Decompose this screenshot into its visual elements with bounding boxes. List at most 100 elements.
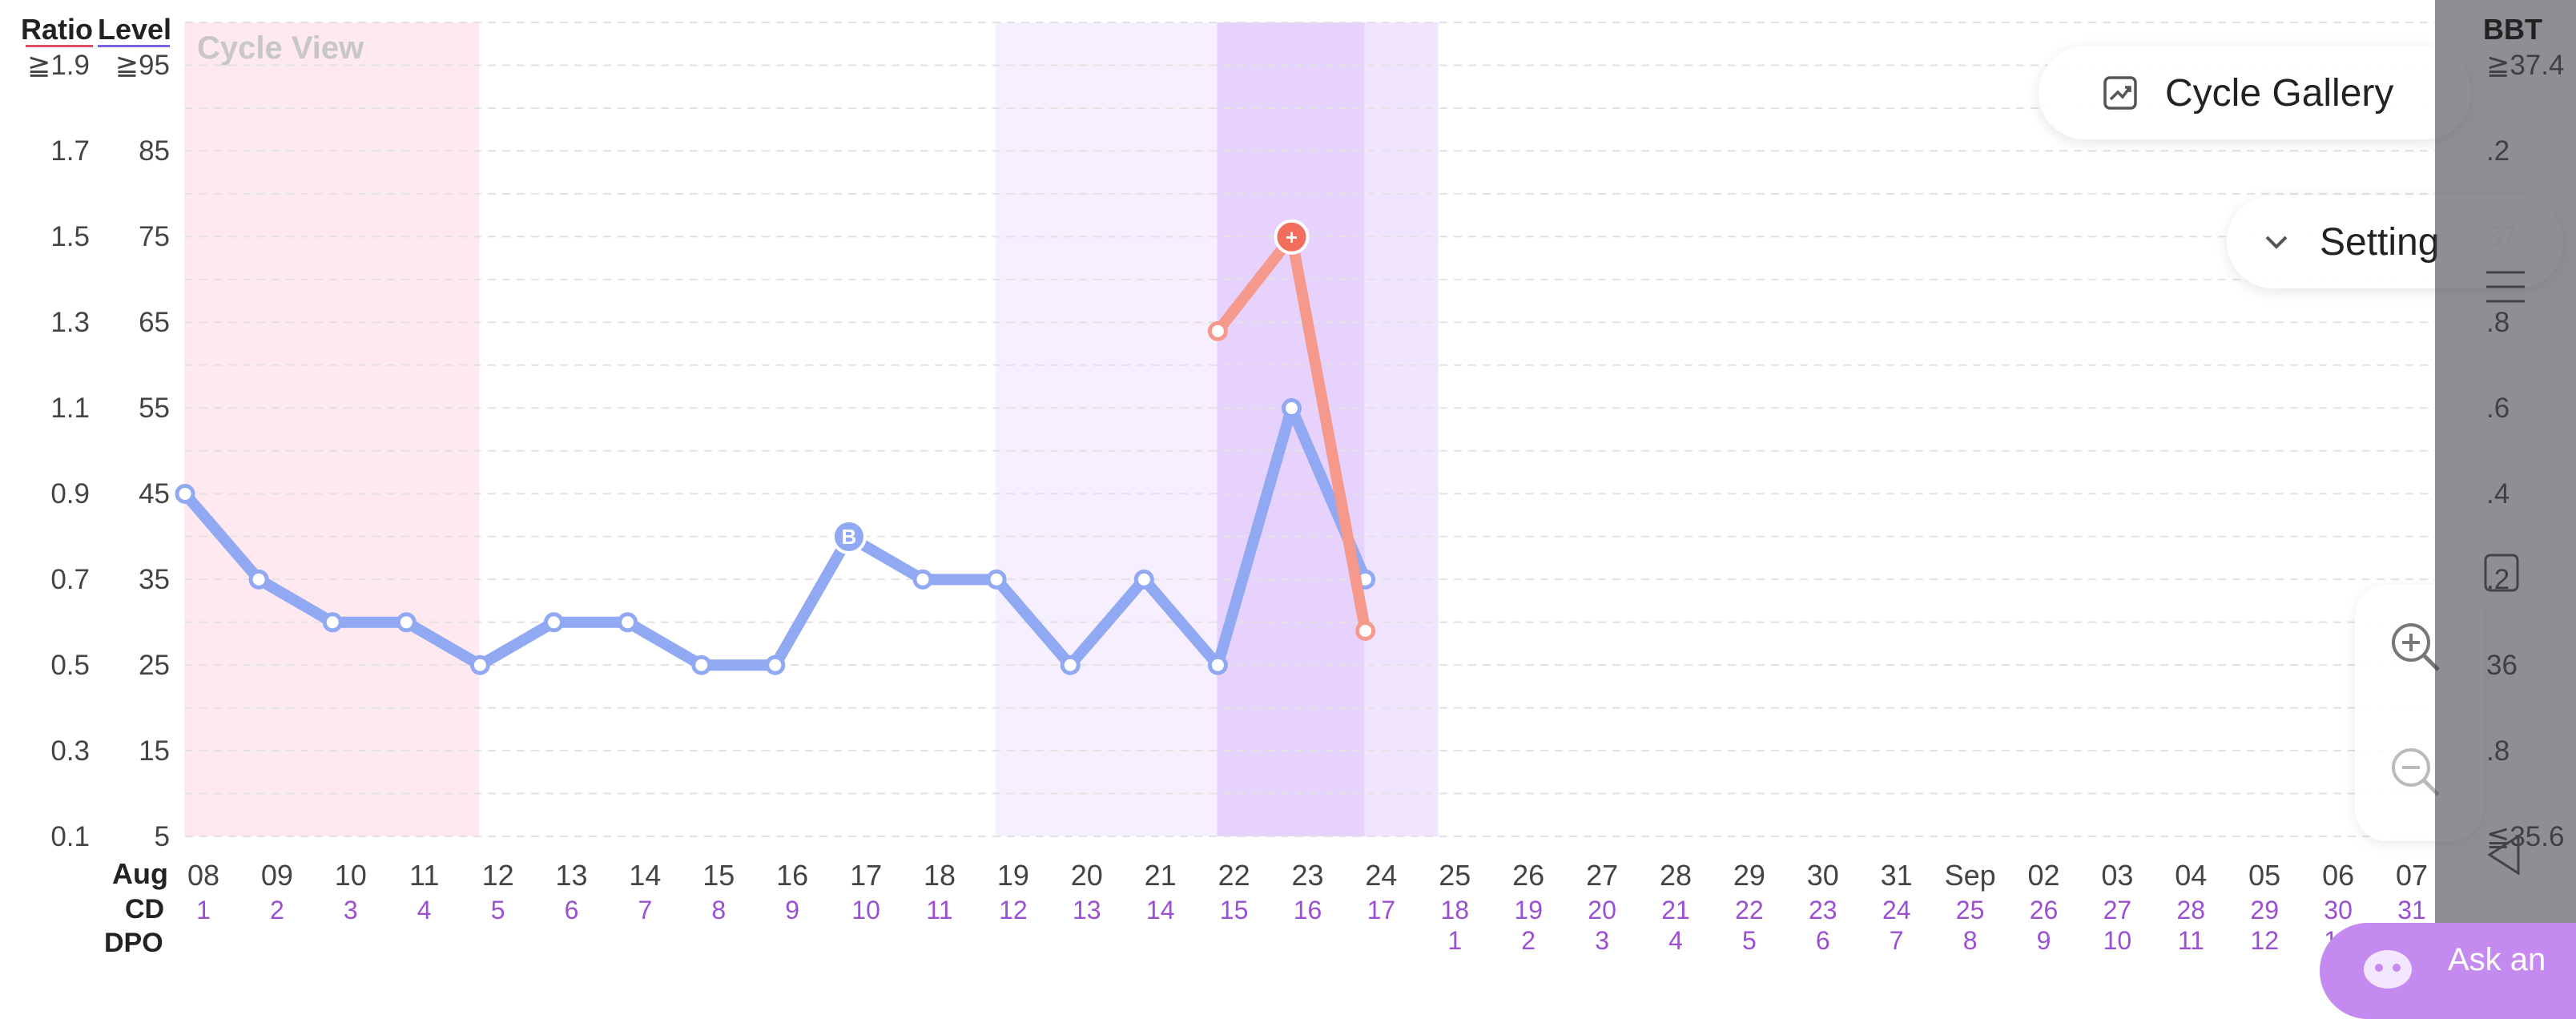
- data-point: [765, 654, 786, 675]
- cd-tick: 28: [2176, 896, 2206, 924]
- date-tick: 19: [996, 859, 1029, 892]
- dpo-tick: 3: [1595, 926, 1609, 955]
- data-point: [322, 612, 343, 633]
- date-tick: 13: [555, 859, 588, 892]
- back-arrow-icon[interactable]: [2486, 833, 2522, 876]
- date-tick: 14: [629, 859, 662, 892]
- month-label: Aug: [112, 857, 168, 890]
- date-tick: 10: [334, 859, 367, 892]
- data-point: [1060, 654, 1081, 675]
- cd-tick: 19: [1514, 896, 1543, 924]
- level-tick: 5: [154, 821, 170, 852]
- cd-tick: 8: [711, 896, 727, 924]
- cd-tick: 25: [1955, 896, 1985, 924]
- cd-tick: 30: [2324, 896, 2353, 924]
- note-icon[interactable]: [2483, 553, 2522, 594]
- cd-tick: 5: [490, 896, 505, 924]
- date-tick: 08: [187, 859, 220, 892]
- cd-tick: 27: [2103, 896, 2132, 924]
- ratio-tick: 1.1: [50, 393, 90, 424]
- date-tick: 23: [1291, 859, 1324, 892]
- phase-band-0: [184, 22, 480, 836]
- date-tick: 07: [2395, 859, 2429, 892]
- level-tick: 15: [139, 735, 170, 767]
- marker-point: [831, 518, 867, 554]
- ratio-tick: 0.1: [50, 821, 90, 852]
- cd-tick: 1: [196, 896, 211, 924]
- ratio-tick: 0.3: [50, 735, 90, 767]
- cycle-view-label: Cycle View: [197, 30, 364, 66]
- phase-band-1: [996, 22, 1218, 836]
- data-point: [691, 654, 712, 675]
- cycle-chart[interactable]: B+: [0, 0, 2576, 975]
- ask-label: Ask an: [2448, 942, 2546, 977]
- sidebar-dim-overlay[interactable]: [2435, 0, 2576, 975]
- gallery-chart-icon: [2103, 76, 2137, 110]
- ratio-header: Ratio: [21, 13, 93, 46]
- cd-tick: 17: [1366, 896, 1396, 924]
- menu-icon[interactable]: [2483, 264, 2528, 309]
- cd-tick: 29: [2250, 896, 2279, 924]
- cycle-gallery-button[interactable]: Cycle Gallery: [2039, 46, 2471, 139]
- level-tick: 55: [139, 393, 170, 424]
- marker-point: [1274, 219, 1310, 255]
- date-tick: 15: [702, 859, 735, 892]
- cd-tick: 3: [343, 896, 358, 924]
- date-tick: 03: [2101, 859, 2134, 892]
- level-tick: 35: [139, 564, 170, 595]
- cd-tick: 12: [999, 896, 1028, 924]
- ratio-underline: [26, 45, 93, 47]
- cd-tick: 24: [1882, 896, 1911, 924]
- dpo-tick: 6: [1815, 926, 1830, 955]
- cd-tick: 4: [417, 896, 432, 924]
- level-tick: 45: [139, 478, 170, 510]
- dpo-tick: 5: [1741, 926, 1757, 955]
- cd-tick: 14: [1145, 896, 1175, 924]
- date-tick: 21: [1144, 859, 1177, 892]
- data-point: [544, 612, 564, 633]
- ratio-tick: 1.5: [50, 221, 90, 252]
- level-tick: 25: [139, 650, 170, 681]
- level-tick: 85: [139, 135, 170, 167]
- date-tick: 16: [776, 859, 809, 892]
- cd-tick: 18: [1440, 896, 1470, 924]
- marker-label: +: [1286, 225, 1298, 249]
- cd-tick: 21: [1661, 896, 1690, 924]
- chevron-down-icon: [2265, 236, 2288, 249]
- dpo-tick: 10: [2103, 926, 2132, 955]
- date-tick: 25: [1439, 859, 1471, 892]
- cd-tick: 7: [638, 896, 653, 924]
- date-tick: 18: [923, 859, 956, 892]
- date-tick: 31: [1880, 859, 1913, 892]
- date-tick: 27: [1586, 859, 1619, 892]
- date-tick: 22: [1218, 859, 1250, 892]
- cd-tick: 22: [1735, 896, 1764, 924]
- bbt-header: BBT: [2483, 13, 2542, 46]
- ratio-tick: ≧1.9: [27, 50, 90, 81]
- dpo-tick: 11: [2177, 926, 2204, 955]
- date-tick: 30: [1806, 859, 1839, 892]
- cd-tick: 16: [1293, 896, 1322, 924]
- cd-tick: 2: [269, 896, 284, 924]
- dpo-tick: 2: [1521, 926, 1536, 955]
- data-point: [1282, 398, 1302, 419]
- date-tick: 11: [409, 859, 440, 892]
- date-tick: 05: [2248, 859, 2281, 892]
- ratio-tick: 1.7: [50, 135, 90, 167]
- date-tick: 06: [2322, 859, 2355, 892]
- date-tick: 02: [2027, 859, 2060, 892]
- cd-tick: 10: [851, 896, 880, 924]
- dpo-row-label: DPO: [104, 928, 163, 958]
- data-point: [248, 569, 269, 590]
- cd-tick: 13: [1073, 896, 1101, 924]
- ask-assistant-button[interactable]: Ask an: [2320, 923, 2576, 1019]
- date-tick: 04: [2175, 859, 2208, 892]
- date-tick: Sep: [1944, 859, 1996, 892]
- data-point: [618, 612, 638, 633]
- cd-row-label: CD: [125, 894, 165, 924]
- date-tick: 17: [850, 859, 883, 892]
- marker-label: B: [842, 525, 857, 549]
- date-tick: 12: [481, 859, 514, 892]
- cd-tick: 20: [1588, 896, 1616, 924]
- level-header: Level: [98, 13, 172, 46]
